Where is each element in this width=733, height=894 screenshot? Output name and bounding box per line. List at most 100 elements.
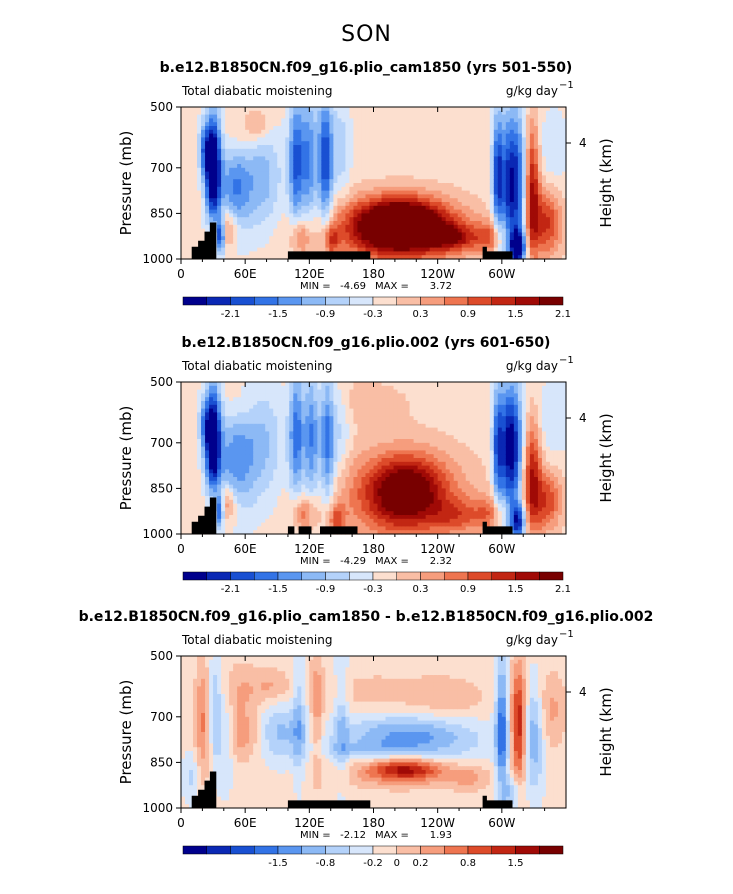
contour-cell xyxy=(414,206,419,210)
contour-cell xyxy=(534,206,539,210)
contour-cell xyxy=(249,431,254,435)
contour-cell xyxy=(185,515,190,519)
contour-cell xyxy=(221,439,226,443)
contour-cell xyxy=(189,191,194,195)
contour-cell xyxy=(534,164,539,168)
contour-cell xyxy=(205,134,210,138)
contour-cell xyxy=(249,118,254,122)
contour-cell xyxy=(394,194,399,198)
colorbar-label: -0.3 xyxy=(363,309,383,320)
contour-cell xyxy=(205,118,210,122)
contour-cell xyxy=(273,481,278,485)
contour-cell xyxy=(446,130,451,134)
contour-cell xyxy=(281,206,286,210)
contour-cell xyxy=(329,198,334,202)
contour-cell xyxy=(257,217,262,221)
contour-cell xyxy=(185,401,190,405)
contour-cell xyxy=(241,122,246,126)
contour-cell xyxy=(458,115,463,119)
contour-cell xyxy=(430,141,435,145)
contour-cell xyxy=(229,160,234,164)
contour-cell xyxy=(221,511,226,515)
contour-cell xyxy=(245,450,250,454)
contour-cell xyxy=(249,244,254,248)
contour-cell xyxy=(458,206,463,210)
contour-cell xyxy=(241,519,246,523)
contour-cell xyxy=(241,183,246,187)
contour-cell xyxy=(273,519,278,523)
contour-cell xyxy=(293,202,298,206)
contour-cell xyxy=(233,156,238,160)
contour-cell xyxy=(269,397,274,401)
colorbar-label: 1.5 xyxy=(508,309,524,320)
contour-cell xyxy=(378,175,383,179)
contour-cell xyxy=(430,153,435,157)
contour-cell xyxy=(498,244,503,248)
contour-cell xyxy=(414,153,419,157)
contour-cell xyxy=(345,156,350,160)
contour-cell xyxy=(305,240,310,244)
contour-cell xyxy=(474,194,479,198)
contour-cell xyxy=(494,172,499,176)
contour-cell xyxy=(201,462,206,466)
contour-cell xyxy=(466,168,471,172)
contour-cell xyxy=(458,134,463,138)
contour-cell xyxy=(197,221,202,225)
contour-cell xyxy=(269,485,274,489)
contour-cell xyxy=(217,240,222,244)
contour-cell xyxy=(430,183,435,187)
contour-cell xyxy=(305,217,310,221)
contour-cell xyxy=(470,251,475,255)
contour-cell xyxy=(378,141,383,145)
contour-cell xyxy=(245,149,250,153)
contour-cell xyxy=(402,217,407,221)
contour-cell xyxy=(430,168,435,172)
contour-cell xyxy=(241,175,246,179)
contour-cell xyxy=(273,504,278,508)
contour-cell xyxy=(225,187,230,191)
contour-cell xyxy=(249,519,254,523)
contour-cell xyxy=(398,156,403,160)
contour-cell xyxy=(422,244,427,248)
contour-cell xyxy=(189,156,194,160)
contour-cell xyxy=(478,115,483,119)
contour-cell xyxy=(237,236,242,240)
contour-cell xyxy=(418,187,423,191)
contour-cell xyxy=(189,450,194,454)
contour-cell xyxy=(241,251,246,255)
contour-cell xyxy=(514,141,519,145)
contour-cell xyxy=(221,156,226,160)
contour-cell xyxy=(422,206,427,210)
contour-cell xyxy=(289,153,294,157)
contour-cell xyxy=(349,191,354,195)
contour-cell xyxy=(414,240,419,244)
contour-cell xyxy=(281,168,286,172)
contour-cell xyxy=(422,179,427,183)
contour-cell xyxy=(261,229,266,233)
contour-cell xyxy=(217,191,222,195)
contour-cell xyxy=(462,115,467,119)
contour-cell xyxy=(446,198,451,202)
contour-cell xyxy=(237,145,242,149)
contour-cell xyxy=(530,179,535,183)
contour-cell xyxy=(313,168,318,172)
contour-cell xyxy=(498,240,503,244)
contour-cell xyxy=(193,194,198,198)
contour-cell xyxy=(209,443,214,447)
contour-cell xyxy=(181,153,186,157)
contour-cell xyxy=(386,217,391,221)
contour-cell xyxy=(450,187,455,191)
contour-cell xyxy=(273,523,278,527)
contour-cell xyxy=(277,206,282,210)
contour-cell xyxy=(245,412,250,416)
contour-cell xyxy=(253,206,258,210)
contour-cell xyxy=(530,160,535,164)
contour-cell xyxy=(478,179,483,183)
contour-cell xyxy=(398,149,403,153)
contour-cell xyxy=(209,450,214,454)
contour-cell xyxy=(181,206,186,210)
contour-cell xyxy=(502,168,507,172)
contour-cell xyxy=(261,130,266,134)
contour-cell xyxy=(241,473,246,477)
contour-cell xyxy=(253,492,258,496)
